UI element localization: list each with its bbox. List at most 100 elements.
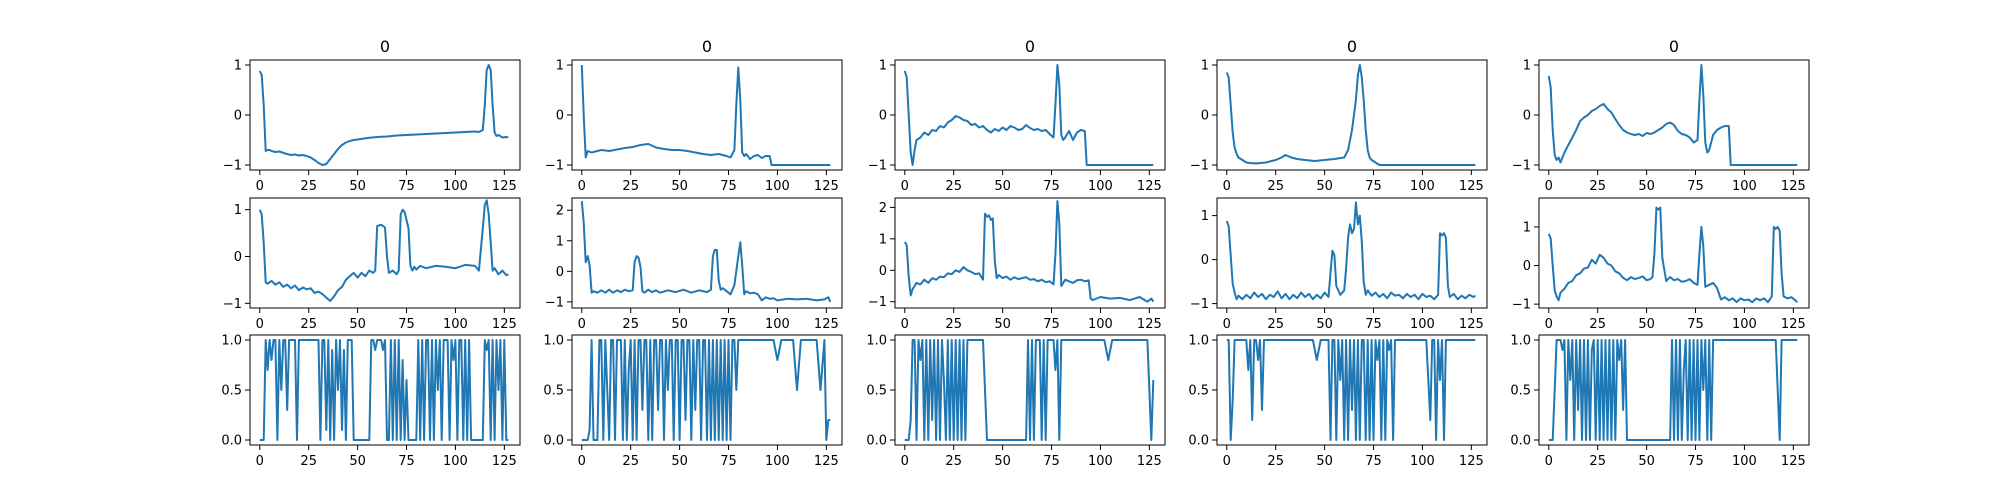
y-tick-label: 1 <box>879 232 887 247</box>
y-tick-label: 0.0 <box>221 434 242 449</box>
y-tick-label: −1 <box>545 159 564 174</box>
x-tick-label: 0 <box>1223 179 1231 194</box>
y-tick-label: 2 <box>879 201 887 216</box>
subplot-title: 0 <box>1669 37 1679 56</box>
x-tick-label: 100 <box>1732 317 1757 332</box>
x-tick-label: 100 <box>765 454 790 469</box>
x-tick-label: 75 <box>1365 179 1382 194</box>
x-tick-label: 75 <box>398 179 415 194</box>
x-tick-label: 125 <box>1781 179 1806 194</box>
x-tick-label: 25 <box>300 454 317 469</box>
x-tick-label: 0 <box>578 179 586 194</box>
x-tick-label: 0 <box>256 454 264 469</box>
y-tick-label: 0 <box>234 250 242 265</box>
axes-frame <box>1538 197 1810 309</box>
x-tick-label: 125 <box>492 454 517 469</box>
x-tick-label: 50 <box>994 454 1011 469</box>
y-tick-label: 0 <box>1523 259 1531 274</box>
y-tick-label: 0 <box>1523 109 1531 124</box>
x-tick-label: 50 <box>349 179 366 194</box>
x-tick-label: 75 <box>1687 179 1704 194</box>
series-line <box>1547 64 1798 166</box>
series-line <box>580 64 831 166</box>
x-tick-label: 0 <box>578 317 586 332</box>
x-tick-label: 100 <box>1732 454 1757 469</box>
y-tick-label: 0.0 <box>543 434 564 449</box>
x-tick-label: 0 <box>578 454 586 469</box>
y-tick-label: −1 <box>868 159 887 174</box>
x-tick-label: 75 <box>1043 317 1060 332</box>
subplot-r1-c4: 0 25 50 75 100 125 −1 0 1 <box>1512 197 1810 332</box>
x-tick-label: 75 <box>1365 317 1382 332</box>
subplot-title: 0 <box>1025 37 1035 56</box>
y-tick-label: −1 <box>223 297 242 312</box>
series-line <box>258 199 509 302</box>
x-tick-label: 0 <box>901 454 909 469</box>
x-tick-label: 50 <box>671 454 688 469</box>
x-tick-label: 25 <box>1589 179 1606 194</box>
x-tick-label: 100 <box>1088 454 1113 469</box>
x-tick-label: 0 <box>1223 454 1231 469</box>
y-tick-label: 0.0 <box>1188 434 1209 449</box>
y-tick-label: 1 <box>879 59 887 74</box>
y-tick-label: 1 <box>1201 209 1209 224</box>
x-tick-label: 125 <box>814 454 839 469</box>
x-tick-label: 25 <box>622 454 639 469</box>
y-tick-label: 1.0 <box>1510 334 1531 349</box>
y-tick-label: 1 <box>234 59 242 74</box>
x-tick-label: 125 <box>814 317 839 332</box>
x-tick-label: 100 <box>1410 179 1435 194</box>
x-tick-label: 50 <box>671 179 688 194</box>
y-tick-label: 1.0 <box>221 334 242 349</box>
subplot-title: 0 <box>380 37 390 56</box>
y-tick-label: 1 <box>1201 59 1209 74</box>
x-tick-label: 25 <box>622 179 639 194</box>
x-tick-label: 100 <box>1732 179 1757 194</box>
x-tick-label: 100 <box>1088 317 1113 332</box>
series-line <box>904 339 1155 441</box>
y-tick-label: 0 <box>879 264 887 279</box>
series-line <box>1225 201 1476 301</box>
axes-frame <box>1538 59 1810 171</box>
series-line <box>580 201 832 303</box>
y-tick-label: 0 <box>1201 109 1209 124</box>
subplot-r0-c4: 0 25 50 75 100 125 −1 0 1 0 <box>1512 37 1810 194</box>
x-tick-label: 50 <box>1638 317 1655 332</box>
y-tick-label: 1.0 <box>543 334 564 349</box>
x-tick-label: 125 <box>814 179 839 194</box>
x-tick-label: 75 <box>398 454 415 469</box>
x-tick-label: 25 <box>945 317 962 332</box>
x-tick-label: 100 <box>765 179 790 194</box>
subplot-r2-c0: 0 25 50 75 100 125 0.0 0.5 1.0 <box>221 334 521 469</box>
series-line <box>1548 339 1798 441</box>
x-tick-label: 0 <box>1223 317 1231 332</box>
axes-frame <box>1216 59 1488 171</box>
x-tick-label: 75 <box>1687 317 1704 332</box>
subplot-r2-c1: 0 25 50 75 100 125 0.0 0.5 1.0 <box>543 334 843 469</box>
y-tick-label: 0 <box>879 109 887 124</box>
y-tick-label: 1 <box>1523 220 1531 235</box>
x-tick-label: 75 <box>1687 454 1704 469</box>
y-tick-label: 0.0 <box>1510 434 1531 449</box>
subplot-title: 0 <box>1347 37 1357 56</box>
x-tick-label: 125 <box>1459 179 1484 194</box>
x-tick-label: 100 <box>1088 179 1113 194</box>
x-tick-label: 100 <box>765 317 790 332</box>
x-tick-label: 50 <box>1316 454 1333 469</box>
subplot-r0-c2: 0 25 50 75 100 125 −1 0 1 0 <box>868 37 1166 194</box>
series-line <box>903 200 1155 303</box>
subplot-r0-c0: 0 25 50 75 100 125 −1 0 1 0 <box>223 37 521 194</box>
x-tick-label: 50 <box>349 454 366 469</box>
x-tick-label: 125 <box>492 179 517 194</box>
y-tick-label: −1 <box>1512 298 1531 313</box>
x-tick-label: 75 <box>1365 454 1382 469</box>
x-tick-label: 25 <box>1267 317 1284 332</box>
x-tick-label: 50 <box>994 317 1011 332</box>
x-tick-label: 25 <box>1589 454 1606 469</box>
series-line <box>1225 64 1476 166</box>
x-tick-label: 75 <box>720 317 737 332</box>
series-line <box>903 64 1154 166</box>
x-tick-label: 25 <box>1267 454 1284 469</box>
x-tick-label: 0 <box>901 179 909 194</box>
x-tick-label: 125 <box>1137 179 1162 194</box>
